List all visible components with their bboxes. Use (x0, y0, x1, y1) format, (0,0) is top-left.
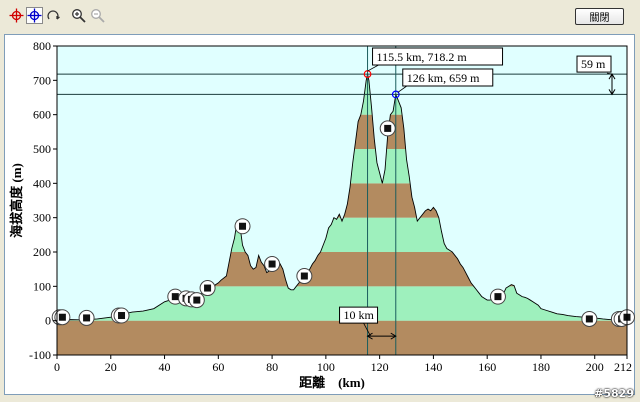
y-tick-label: 200 (33, 245, 51, 259)
x-axis-title: 距離 (km) (299, 375, 365, 390)
waypoint-square (384, 124, 392, 132)
waypoint-square (118, 312, 126, 320)
waypoint-marker (199, 280, 216, 297)
x-tick-label: 60 (212, 360, 224, 374)
zoom-out-glyph (91, 9, 105, 23)
zoom-in-icon[interactable] (70, 7, 87, 24)
waypoint-marker (78, 309, 95, 326)
distance-arrow-head (390, 332, 397, 340)
waypoint-marker (188, 292, 205, 309)
crosshair-blue-icon[interactable] (26, 7, 43, 24)
difference-arrow-head (608, 89, 616, 96)
crosshair-blue-glyph (27, 8, 42, 23)
waypoint-square (300, 272, 308, 280)
x-tick-label: 0 (54, 360, 60, 374)
elevation-band (57, 320, 627, 355)
x-tick-label: 20 (105, 360, 117, 374)
waypoint-square (193, 296, 201, 304)
waypoint-square (204, 284, 212, 292)
x-tick-label: 212 (614, 360, 632, 374)
crosshair-red-icon[interactable] (8, 7, 25, 24)
x-tick-label: 140 (424, 360, 442, 374)
waypoint-marker (113, 307, 130, 324)
close-button[interactable]: 關閉 (575, 8, 624, 25)
y-tick-label: -100 (29, 348, 51, 362)
difference-label-box (576, 55, 612, 73)
zoom-out-icon[interactable] (89, 7, 106, 24)
y-tick-label: 400 (33, 176, 51, 190)
marker-label-text: 115.5 km, 718.2 m (377, 50, 468, 64)
toolbar: 關閉 (0, 0, 640, 30)
y-tick-label: 0 (45, 314, 51, 328)
rotate-glyph (47, 10, 60, 20)
x-tick-label: 100 (317, 360, 335, 374)
waypoint-marker (581, 310, 598, 327)
y-axis-title: 海拔高度 (m) (9, 163, 24, 238)
distance-label-box (339, 306, 379, 324)
rotate-icon[interactable] (45, 7, 62, 24)
y-tick-label: 100 (33, 279, 51, 293)
difference-label-leader (606, 72, 613, 75)
distance-label-text: 10 km (344, 308, 375, 322)
waypoint-square (171, 293, 179, 301)
y-tick-label: 500 (33, 142, 51, 156)
x-tick-label: 200 (586, 360, 604, 374)
waypoint-marker (379, 120, 396, 137)
waypoint-square (83, 314, 91, 322)
marker-label-box (372, 47, 504, 66)
marker-label-leader (397, 85, 408, 93)
crosshair-red-glyph (9, 8, 24, 23)
watermark-text: #5829 (594, 387, 634, 400)
distance-arrow-head (366, 332, 373, 340)
waypoint-marker (296, 268, 313, 285)
y-tick-label: 700 (33, 73, 51, 87)
waypoint-square (585, 315, 593, 323)
x-tick-label: 160 (478, 360, 496, 374)
y-tick-label: 800 (33, 39, 51, 53)
chart-panel: -100 0 100 200 300 400 500 600 700 800 0 20 40 60 80 10… (4, 34, 635, 395)
difference-arrow-head (608, 73, 616, 80)
zoom-in-glyph (72, 9, 86, 23)
y-tick-label: 300 (33, 211, 51, 225)
waypoint-square (239, 222, 247, 230)
y-tick-label: 600 (33, 108, 51, 122)
waypoint-marker (234, 218, 251, 235)
marker-point (391, 90, 400, 99)
x-tick-label: 80 (266, 360, 278, 374)
marker-label-text: 126 km, 659 m (407, 71, 480, 85)
x-tick-label: 180 (532, 360, 550, 374)
waypoint-marker (54, 309, 71, 326)
distance-label-leader (363, 322, 371, 337)
marker-label-box (402, 68, 494, 87)
plot-frame (56, 45, 628, 356)
waypoint-marker (264, 256, 281, 273)
difference-label-text: 59 m (581, 57, 606, 71)
marker-label-leader (367, 64, 379, 72)
waypoint-square (268, 260, 276, 268)
waypoint-marker (489, 288, 506, 305)
waypoint-square (58, 313, 66, 321)
x-tick-label: 120 (371, 360, 389, 374)
waypoint-square (494, 293, 502, 301)
x-tick-label: 40 (159, 360, 171, 374)
